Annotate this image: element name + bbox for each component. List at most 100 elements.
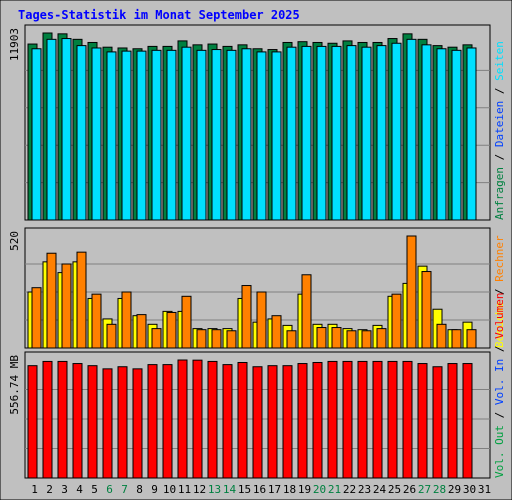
bar-seiten-day-6	[106, 51, 117, 221]
bar-volumen-day-22	[342, 360, 353, 479]
bar-volumen-day-21	[327, 360, 338, 479]
bar-rechner-day-17	[271, 315, 282, 349]
bar-seiten-day-13	[211, 49, 222, 221]
bar-volumen-day-8	[132, 368, 143, 479]
x-tick-label-day-19: 19	[298, 483, 311, 496]
bar-seiten-day-8	[136, 50, 147, 221]
bar-seiten-day-12	[196, 49, 207, 221]
bar-rechner-day-19	[301, 274, 312, 349]
right-legend-requests: Anfragen / Dateien / Seiten	[493, 41, 506, 220]
bar-seiten-day-24	[376, 45, 387, 221]
bar-seiten-day-3	[61, 38, 72, 221]
bar-seiten-day-26	[406, 38, 417, 221]
bar-seiten-day-29	[451, 49, 462, 221]
x-tick-label-day-2: 2	[46, 483, 53, 496]
bar-volumen-day-11	[177, 359, 188, 479]
bar-seiten-day-5	[91, 47, 102, 221]
x-tick-label-day-27: 27	[418, 483, 431, 496]
x-tick-label-day-6: 6	[106, 483, 113, 496]
x-tick-label-day-20: 20	[313, 483, 326, 496]
bar-rechner-day-23	[361, 330, 372, 349]
x-tick-label-day-12: 12	[193, 483, 206, 496]
bar-volumen-day-7	[117, 366, 128, 479]
bar-volumen-day-18	[282, 365, 293, 479]
bar-rechner-day-3	[61, 263, 72, 349]
legend-volumen-label: Volumen	[493, 293, 506, 346]
bar-volumen-day-26	[402, 360, 413, 479]
x-tick-label-day-29: 29	[448, 483, 461, 496]
right-legend-volume: Vol. Out / Vol. In / Volumen	[493, 293, 506, 478]
bar-seiten-day-14	[226, 49, 237, 221]
bar-volumen-day-10	[162, 364, 173, 479]
bar-seiten-day-17	[271, 51, 282, 221]
x-tick-label-day-1: 1	[31, 483, 38, 496]
chart-title: Tages-Statistik im Monat September 2025	[18, 8, 300, 22]
bar-volumen-day-3	[57, 360, 68, 479]
x-tick-label-day-30: 30	[463, 483, 476, 496]
bar-rechner-day-2	[46, 252, 57, 349]
bar-volumen-day-24	[372, 360, 383, 479]
x-tick-label-day-5: 5	[91, 483, 98, 496]
bar-seiten-day-27	[421, 44, 432, 221]
x-tick-label-day-14: 14	[223, 483, 237, 496]
x-tick-label-day-21: 21	[328, 483, 341, 496]
bar-rechner-day-28	[436, 323, 447, 349]
x-tick-label-day-7: 7	[121, 483, 128, 496]
x-tick-label-day-15: 15	[238, 483, 251, 496]
legend-rechner-label: Rechner	[493, 235, 506, 288]
bar-volumen-day-23	[357, 360, 368, 479]
x-tick-label-day-26: 26	[403, 483, 416, 496]
bar-volumen-day-12	[192, 359, 203, 479]
bar-volumen-day-15	[237, 361, 248, 479]
bar-seiten-day-11	[181, 46, 192, 221]
legend-vol-out-label: Vol. Out	[493, 425, 506, 478]
bar-rechner-day-13	[211, 329, 222, 349]
bar-seiten-day-10	[166, 49, 177, 221]
y-max-label-visits: 520	[8, 231, 21, 251]
bar-volumen-day-4	[72, 363, 83, 479]
bar-volumen-day-27	[417, 363, 428, 479]
y-max-label-requests: 11903	[8, 28, 21, 61]
bar-seiten-day-25	[391, 42, 402, 221]
x-tick-label-day-28: 28	[433, 483, 446, 496]
bar-volumen-day-6	[102, 368, 113, 479]
bar-seiten-day-23	[361, 46, 372, 221]
bar-seiten-day-16	[256, 51, 267, 221]
bar-volumen-day-2	[42, 360, 53, 479]
bar-rechner-day-12	[196, 329, 207, 349]
bar-rechner-day-22	[346, 330, 357, 349]
bar-seiten-day-21	[331, 45, 342, 221]
bar-seiten-day-1	[31, 48, 42, 221]
bar-volumen-day-9	[147, 364, 158, 479]
legend---label: /	[493, 346, 506, 359]
bar-volumen-day-1	[27, 365, 38, 479]
bar-rechner-day-26	[406, 235, 417, 349]
legend-vol-in-label: Vol. In	[493, 359, 506, 412]
bar-rechner-day-1	[31, 287, 42, 349]
legend---label: /	[493, 88, 506, 101]
bar-volumen-day-17	[267, 365, 278, 479]
bar-volumen-day-30	[462, 363, 473, 479]
x-tick-label-day-9: 9	[151, 483, 158, 496]
x-tick-label-day-24: 24	[373, 483, 387, 496]
bar-seiten-day-18	[286, 46, 297, 221]
bar-volumen-day-16	[252, 366, 263, 479]
x-tick-label-day-3: 3	[61, 483, 68, 496]
bar-volumen-day-5	[87, 365, 98, 479]
bar-volumen-day-20	[312, 361, 323, 479]
bar-volumen-day-25	[387, 360, 398, 479]
legend-besuche-label: Besuche	[493, 302, 506, 348]
x-tick-label-day-13: 13	[208, 483, 221, 496]
y-max-label-volume: 556.74 MB	[8, 355, 21, 415]
x-tick-label-day-16: 16	[253, 483, 266, 496]
bar-volumen-day-13	[207, 360, 218, 479]
x-tick-label-day-17: 17	[268, 483, 281, 496]
right-legend-visits: Besuche / Rechner	[493, 235, 506, 348]
x-tick-label-day-25: 25	[388, 483, 401, 496]
bar-rechner-day-27	[421, 271, 432, 349]
legend-seiten-label: Seiten	[493, 41, 506, 87]
bar-volumen-day-14	[222, 364, 233, 479]
bar-seiten-day-15	[241, 48, 252, 221]
bar-seiten-day-20	[316, 45, 327, 221]
